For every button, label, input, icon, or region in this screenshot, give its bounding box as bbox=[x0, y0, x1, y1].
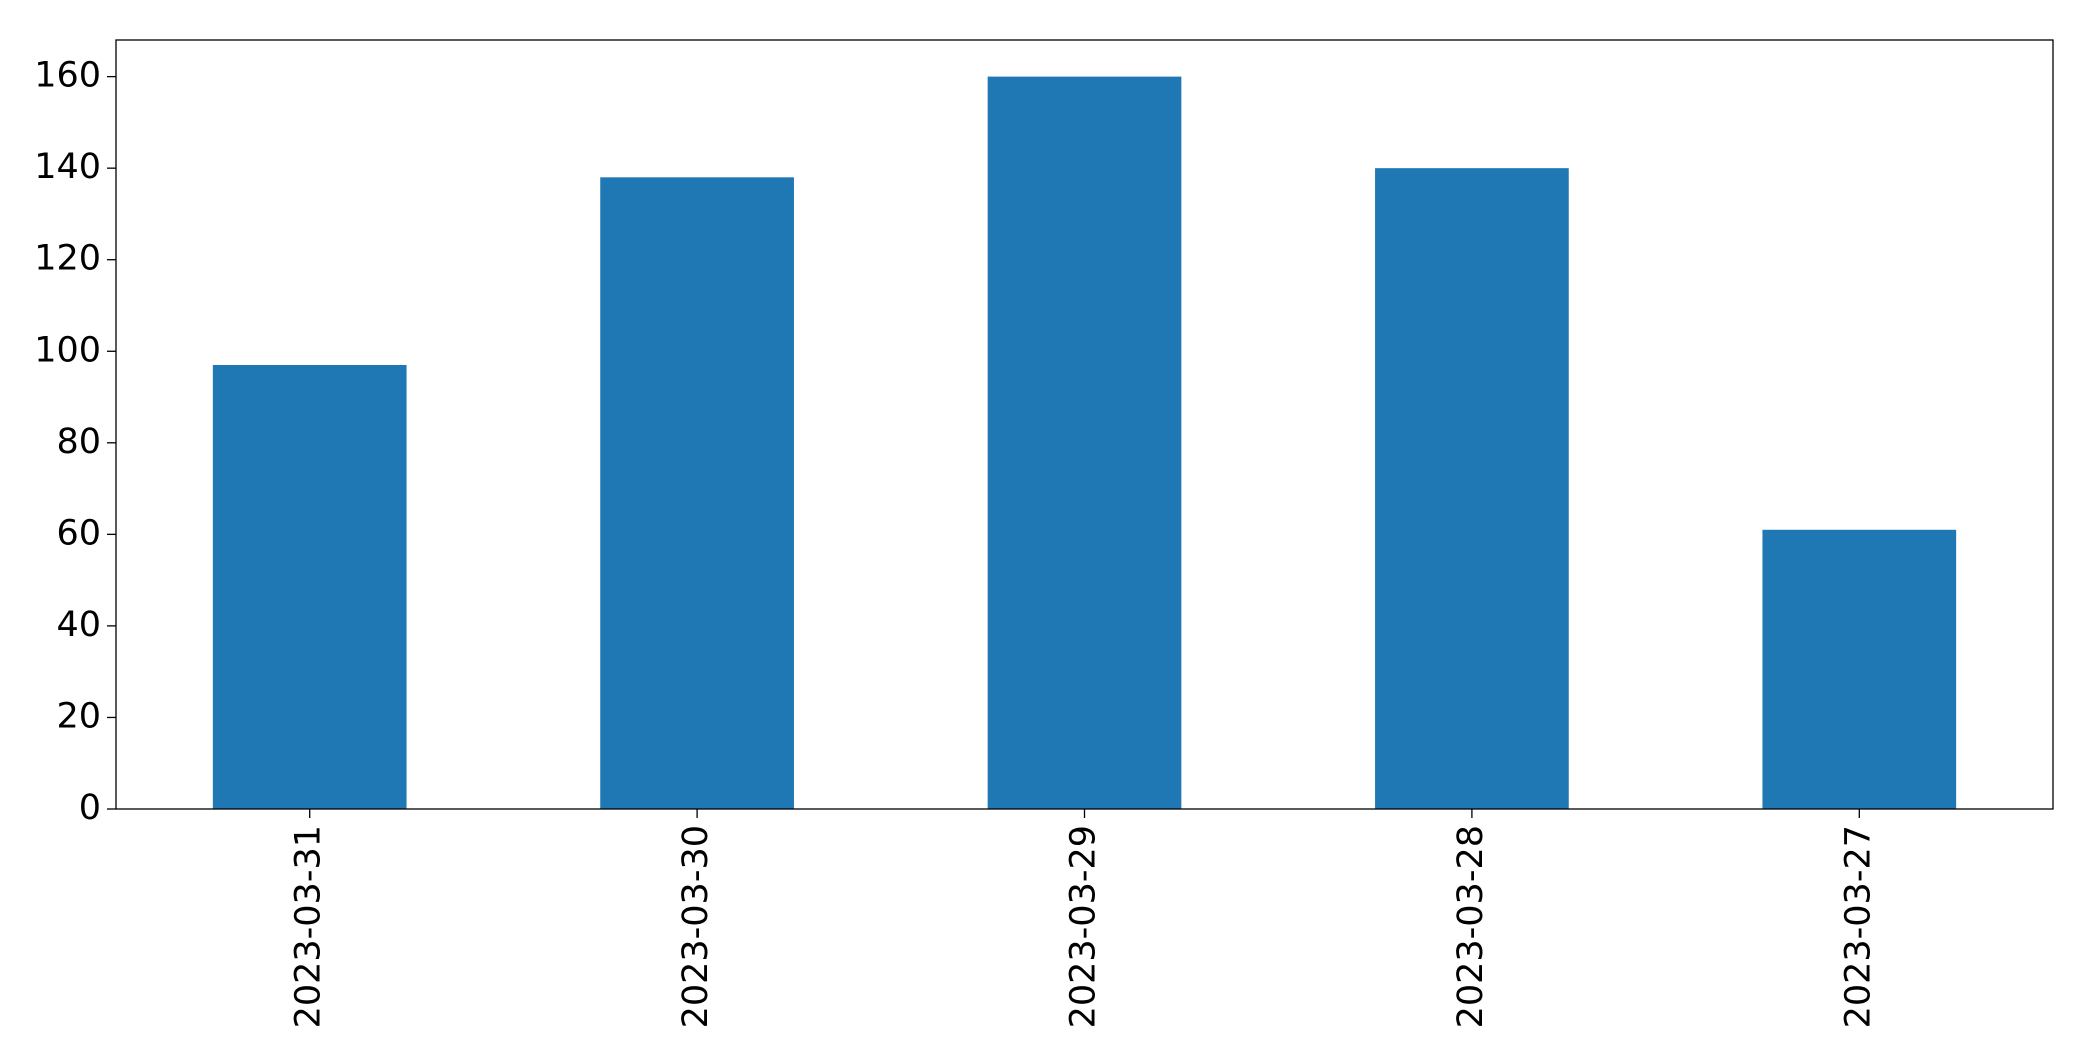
bar bbox=[600, 177, 794, 810]
y-tick-label: 100 bbox=[34, 330, 101, 370]
y-tick-label: 120 bbox=[34, 239, 101, 279]
x-tick-label: 2023-03-30 bbox=[676, 825, 716, 1028]
x-tick-label: 2023-03-28 bbox=[1451, 825, 1491, 1028]
x-tick-label: 2023-03-31 bbox=[289, 825, 329, 1028]
bar bbox=[987, 76, 1182, 810]
bar bbox=[212, 364, 407, 809]
y-tick-label: 160 bbox=[34, 56, 101, 96]
y-tick-label: 20 bbox=[56, 696, 101, 736]
bar bbox=[1762, 529, 1957, 809]
y-tick-label: 80 bbox=[56, 422, 101, 462]
plot-frame bbox=[115, 39, 2054, 810]
y-tick-label: 40 bbox=[56, 605, 101, 645]
y-tick-label: 0 bbox=[79, 788, 101, 828]
x-tick-label: 2023-03-27 bbox=[1838, 825, 1878, 1028]
y-tick-label: 140 bbox=[34, 147, 101, 187]
y-tick-label: 60 bbox=[56, 513, 101, 553]
bar bbox=[1375, 168, 1569, 809]
x-tick-label: 2023-03-29 bbox=[1064, 825, 1104, 1028]
